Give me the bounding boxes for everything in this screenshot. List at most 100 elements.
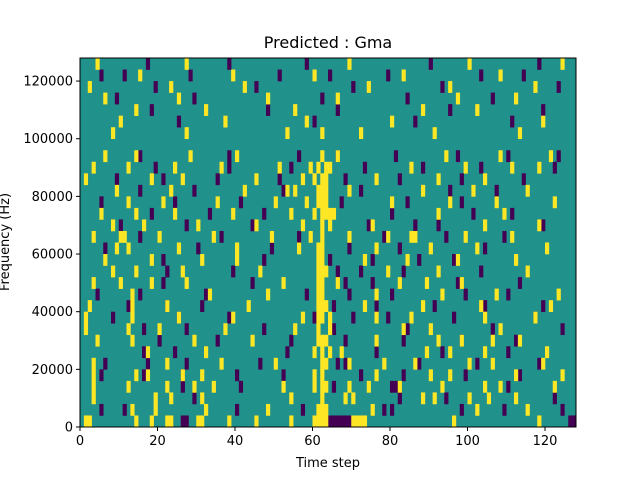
heatmap-cell-low [180,380,185,393]
heatmap-cell-low [471,207,476,220]
heatmap-cell-high [362,300,368,312]
heatmap-cell-low [370,277,375,289]
heatmap-cell-high [436,207,441,220]
heatmap-cell-high [374,311,379,324]
heatmap-cell-high [428,369,433,382]
heatmap-cell-high [463,230,468,243]
heatmap-cell-high [312,415,317,428]
heatmap-cell-low [463,288,468,301]
heatmap-cell-high [312,207,317,220]
heatmap-cell-high [277,161,282,174]
heatmap-cell-high [494,196,499,209]
heatmap-cell-high [173,161,178,174]
heatmap-cell-high [545,242,550,255]
heatmap-cell-high [204,403,209,416]
heatmap-cell-low [312,115,317,128]
heatmap-cell-low [560,403,565,416]
heatmap-cell-low [304,288,309,301]
heatmap-cell-high [405,254,410,266]
heatmap-cell-high [409,311,414,324]
heatmap-cell-low [490,92,495,105]
heatmap-cell-high [339,346,344,359]
heatmap-cell-low [215,173,220,186]
heatmap-cell-high [421,300,426,312]
heatmap-cell-low [192,392,197,405]
heatmap-cell-high [169,392,174,405]
heatmap-cell-low [413,115,418,128]
heatmap-cell-high [91,277,96,289]
heatmap-cell-high [235,242,240,255]
heatmap-cell-high [273,196,278,209]
heatmap-cell-low [297,150,302,163]
heatmap-cell-low [347,288,352,301]
heatmap-cell-low [126,300,131,312]
heatmap-cell-high [316,323,321,336]
heatmap-cell-low [238,196,244,209]
heatmap-cell-high [95,334,100,347]
heatmap-background [80,58,576,427]
heatmap-cell-low [459,173,464,186]
heatmap-cell-high [324,184,329,197]
heatmap-cell-low [328,69,333,82]
heatmap-cell-high [176,311,182,324]
heatmap-cell-low [479,161,484,174]
heatmap-cell-high [374,173,379,186]
heatmap-cell-high [428,242,433,255]
heatmap-cell-low [479,69,484,82]
heatmap-cell-low [227,161,232,174]
heatmap-cell-low [331,300,337,312]
heatmap-cell-high [103,254,108,266]
heatmap-cell-low [184,219,189,232]
heatmap-cell-high [320,403,325,416]
heatmap-cell-high [235,150,240,163]
heatmap-cell-low [328,415,333,428]
heatmap-cell-high [320,207,325,220]
heatmap-cell-high [455,254,461,266]
heatmap-cell-high [111,219,116,232]
heatmap-cell-high [114,184,120,197]
y-tick-label: 20000 [32,363,73,378]
heatmap-cell-low [502,403,507,416]
heatmap-cell-high [401,323,406,336]
heatmap-cell-low [448,104,453,116]
heatmap-cell-high [362,254,368,266]
heatmap-cell-high [525,184,530,197]
heatmap-cell-high [188,150,193,163]
heatmap-cell-high [320,184,325,197]
heatmap-cell-high [196,219,201,232]
heatmap-cell-low [297,230,302,243]
heatmap-cell-high [448,346,453,359]
heatmap-cell-high [215,196,220,209]
heatmap-cell-high [498,69,503,82]
heatmap-cell-high [483,346,488,359]
heatmap-cell-high [184,277,189,289]
heatmap-cell-high [475,403,480,416]
heatmap-cell-low [552,392,557,405]
heatmap-cell-low [200,300,205,312]
heatmap-cell-high [537,415,542,428]
heatmap-cell-low [192,92,197,105]
heatmap-cell-high [424,346,430,359]
heatmap-cell-high [370,219,375,232]
heatmap-cell-high [176,92,182,105]
heatmap-cell-low [176,115,182,128]
heatmap-cell-high [316,184,321,197]
heatmap-cell-high [173,207,178,220]
heatmap-cell-low [362,161,368,174]
heatmap-cell-high [273,357,278,370]
heatmap-cell-high [320,300,325,312]
heatmap-cell-high [386,265,391,278]
heatmap-cell-high [266,288,271,301]
heatmap-cell-low [401,334,406,347]
heatmap-cell-high [83,311,89,324]
heatmap-cell-high [293,104,298,116]
heatmap-cell-high [200,392,205,405]
heatmap-cell-low [184,357,189,370]
heatmap-cell-high [211,230,216,243]
heatmap-cell-high [134,104,139,116]
heatmap-cell-low [537,58,542,70]
heatmap-cell-low [405,323,410,336]
heatmap-cell-low [320,92,325,105]
heatmap-cell-high [266,92,271,105]
